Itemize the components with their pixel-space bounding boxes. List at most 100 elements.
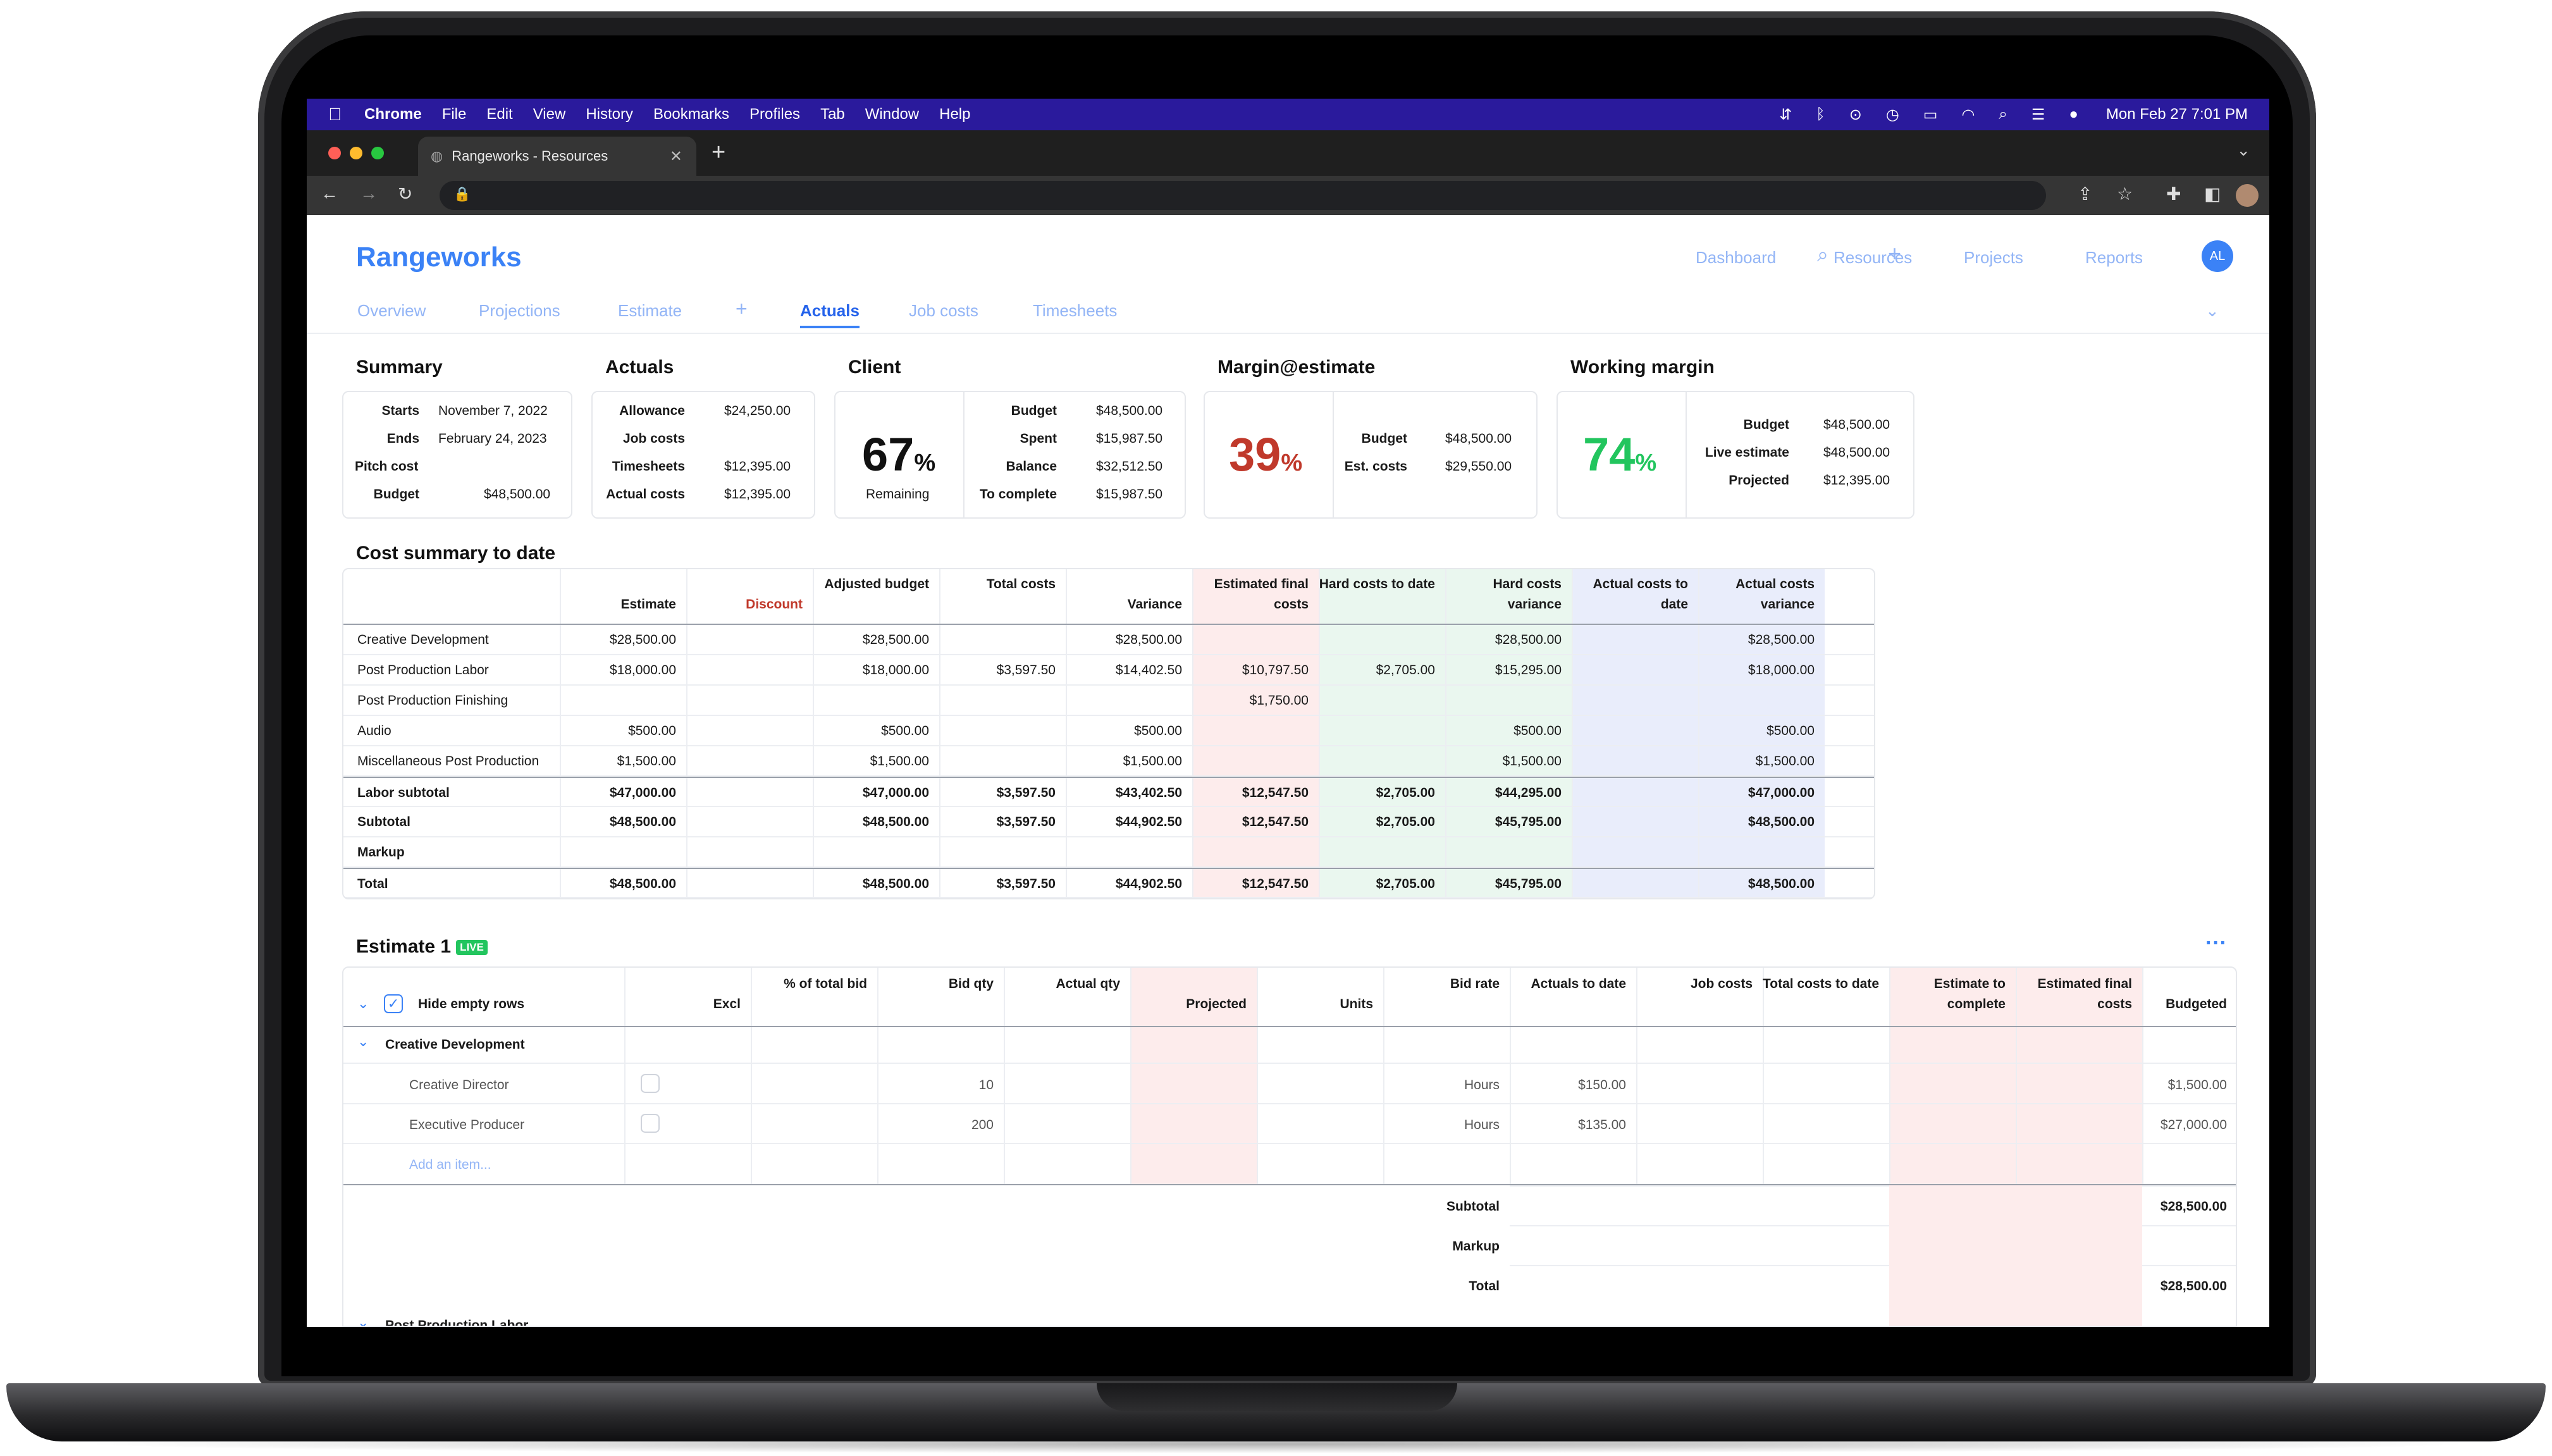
search-icon[interactable]: ⌕ (1817, 243, 1828, 266)
nav-dashboard[interactable]: Dashboard (1696, 248, 1777, 267)
hide-empty-checkbox[interactable]: ✓ (384, 994, 403, 1013)
address-bar[interactable]: 🔒 (440, 181, 2046, 210)
bid-rate[interactable]: $135.00 (1578, 1118, 1626, 1132)
bid-qty[interactable]: 10 (978, 1078, 994, 1092)
budgeted: $1,500.00 (2167, 1078, 2227, 1092)
wifi-icon[interactable]: ◠ (1961, 106, 1975, 123)
exclude-checkbox[interactable] (641, 1074, 660, 1093)
menu-profiles[interactable]: Profiles (736, 106, 800, 123)
subnav-estimate[interactable]: Estimate (618, 301, 682, 320)
bookmark-star-icon[interactable]: ☆ (2117, 184, 2133, 204)
brand-logo[interactable]: Rangeworks (356, 242, 522, 273)
column-header: Actual costs to date (1593, 577, 1688, 612)
menu-help[interactable]: Help (926, 106, 970, 123)
table-cell: $12,547.50 (1242, 877, 1309, 891)
battery-icon[interactable]: ▭ (1923, 106, 1938, 123)
cost-summary-title: Cost summary to date (356, 543, 556, 564)
working-margin-label: Live estimate (1704, 445, 1789, 460)
reload-icon[interactable]: ↻ (398, 184, 413, 204)
table-row: Post Production Labor $18,000.00 $18,000.0… (343, 655, 1874, 686)
nav-reports[interactable]: Reports (2085, 248, 2143, 267)
share-icon[interactable]: ⇪ (2078, 184, 2093, 204)
window-minimize-button[interactable] (350, 147, 362, 159)
add-icon[interactable]: + (1888, 240, 1902, 266)
close-tab-icon[interactable]: ✕ (669, 147, 682, 165)
side-panel-icon[interactable]: ◧ (2204, 184, 2221, 204)
row-rule (343, 1063, 2236, 1064)
column-header: Units (1340, 997, 1374, 1011)
total-shade (1889, 1265, 2142, 1305)
time-machine-icon[interactable]: ◷ (1885, 106, 1899, 123)
user-avatar[interactable]: AL (2202, 240, 2233, 272)
item-name[interactable]: Creative Director (409, 1078, 509, 1092)
column-header: Variance (1127, 597, 1182, 612)
window-close-button[interactable] (328, 147, 341, 159)
column-divider (1383, 968, 1384, 1185)
row-label: Post Production Finishing (357, 693, 509, 708)
forward-icon[interactable]: → (360, 183, 378, 203)
collapse-chevron-icon[interactable]: ⌄ (357, 996, 369, 1011)
working-margin-value: $48,500.00 (1823, 445, 1890, 460)
menu-view[interactable]: View (519, 106, 566, 123)
subnav-add-icon[interactable]: + (736, 297, 748, 320)
menu-file[interactable]: File (428, 106, 467, 123)
units[interactable]: Hours (1464, 1118, 1500, 1132)
nav-resources[interactable]: Resources (1834, 248, 1913, 267)
apple-icon[interactable]:  (328, 104, 342, 125)
add-item-link[interactable]: Add an item... (409, 1157, 491, 1172)
more-options-icon[interactable]: ··· (2205, 931, 2227, 955)
subnav-overview[interactable]: Overview (357, 301, 426, 320)
group-chevron-icon[interactable]: ⌄ (357, 1033, 369, 1049)
play-icon[interactable]: ⊙ (1849, 106, 1862, 123)
table-cell: $1,500.00 (870, 754, 929, 768)
subnav-projections[interactable]: Projections (479, 301, 560, 320)
row-rule (1510, 1185, 2236, 1187)
bluetooth-icon[interactable]: ᛒ (1816, 106, 1825, 123)
nav-projects[interactable]: Projects (1964, 248, 2023, 267)
client-label: Spent (1020, 431, 1057, 446)
subnav-job-costs[interactable]: Job costs (909, 301, 978, 320)
units[interactable]: Hours (1464, 1078, 1500, 1092)
extensions-icon[interactable]: ✚ (2166, 184, 2181, 204)
column-header: Estimated final costs (1214, 577, 1309, 612)
window-zoom-button[interactable] (371, 147, 384, 159)
subnav-actuals[interactable]: Actuals (800, 301, 860, 328)
bid-rate[interactable]: $150.00 (1578, 1078, 1626, 1092)
control-center-icon[interactable]: ☰ (2031, 106, 2045, 123)
spotlight-icon[interactable]: ⌕ (1999, 106, 2007, 123)
menu-window[interactable]: Window (851, 106, 919, 123)
siri-icon[interactable]: ● (2069, 106, 2078, 123)
table-row: Markup (343, 837, 1874, 868)
table-cell: $28,500.00 (862, 632, 929, 647)
actuals-title: Actuals (605, 357, 674, 378)
menubar-clock[interactable]: Mon Feb 27 7:01 PM (2105, 106, 2248, 123)
menu-tab[interactable]: Tab (807, 106, 845, 123)
exclude-checkbox[interactable] (641, 1114, 660, 1133)
column-header: Total costs to date (1763, 977, 1879, 991)
bid-qty[interactable]: 200 (971, 1118, 994, 1132)
airplay-icon[interactable]: ⇵ (1779, 106, 1792, 123)
item-name[interactable]: Executive Producer (409, 1118, 525, 1132)
total-shade (1889, 1185, 2142, 1225)
menu-edit[interactable]: Edit (473, 106, 512, 123)
menu-history[interactable]: History (572, 106, 633, 123)
table-cell: $28,500.00 (1748, 632, 1815, 647)
new-tab-icon[interactable]: + (712, 139, 726, 166)
profile-avatar[interactable] (2236, 184, 2259, 207)
summary-label: Starts (381, 404, 419, 418)
nav-divider (307, 333, 2269, 334)
estimate-table: Excl % of total bid Bid qty Actual qty Proje… (342, 966, 2237, 1327)
client-value: $32,512.50 (1096, 459, 1163, 474)
tab-search-chevron-icon[interactable]: ⌄ (2236, 140, 2250, 159)
margin-estimate-label: Est. costs (1344, 459, 1407, 474)
subnav-timesheets[interactable]: Timesheets (1033, 301, 1118, 320)
next-group-chevron-icon[interactable]: ⌄ (357, 1314, 369, 1327)
menu-bookmarks[interactable]: Bookmarks (639, 106, 729, 123)
table-cell: $44,902.50 (1115, 877, 1182, 891)
back-icon[interactable]: ← (321, 183, 338, 203)
summary-label: Budget (373, 487, 419, 502)
browser-tab[interactable]: ◍ Rangeworks - Resources ✕ (418, 137, 696, 176)
subnav-chevron-down-icon[interactable]: ⌄ (2205, 301, 2219, 320)
menu-app-name[interactable]: Chrome (351, 106, 422, 123)
